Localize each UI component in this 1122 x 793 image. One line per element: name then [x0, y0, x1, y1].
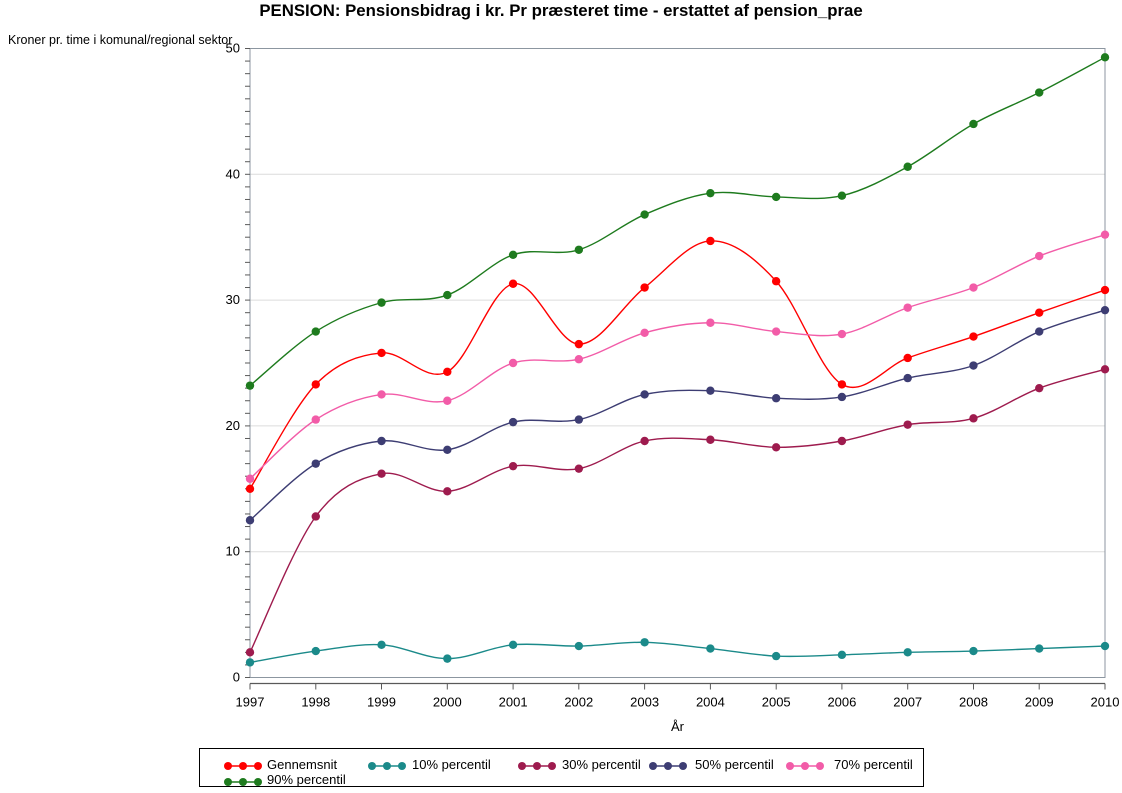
svg-text:0: 0 — [233, 670, 240, 685]
svg-text:30: 30 — [226, 292, 240, 307]
svg-text:1998: 1998 — [301, 695, 330, 710]
svg-text:2004: 2004 — [696, 695, 725, 710]
svg-text:2007: 2007 — [893, 695, 922, 710]
svg-text:2006: 2006 — [827, 695, 856, 710]
svg-text:År: År — [671, 719, 685, 734]
svg-text:2008: 2008 — [959, 695, 988, 710]
svg-text:1999: 1999 — [367, 695, 396, 710]
svg-text:2002: 2002 — [564, 695, 593, 710]
svg-text:1997: 1997 — [236, 695, 265, 710]
svg-text:2003: 2003 — [630, 695, 659, 710]
svg-text:2005: 2005 — [762, 695, 791, 710]
svg-text:20: 20 — [226, 418, 240, 433]
svg-text:50: 50 — [226, 41, 240, 56]
svg-text:40: 40 — [226, 166, 240, 181]
svg-text:2000: 2000 — [433, 695, 462, 710]
svg-text:2010: 2010 — [1091, 695, 1120, 710]
svg-text:10: 10 — [226, 544, 240, 559]
svg-text:2001: 2001 — [499, 695, 528, 710]
svg-text:2009: 2009 — [1025, 695, 1054, 710]
